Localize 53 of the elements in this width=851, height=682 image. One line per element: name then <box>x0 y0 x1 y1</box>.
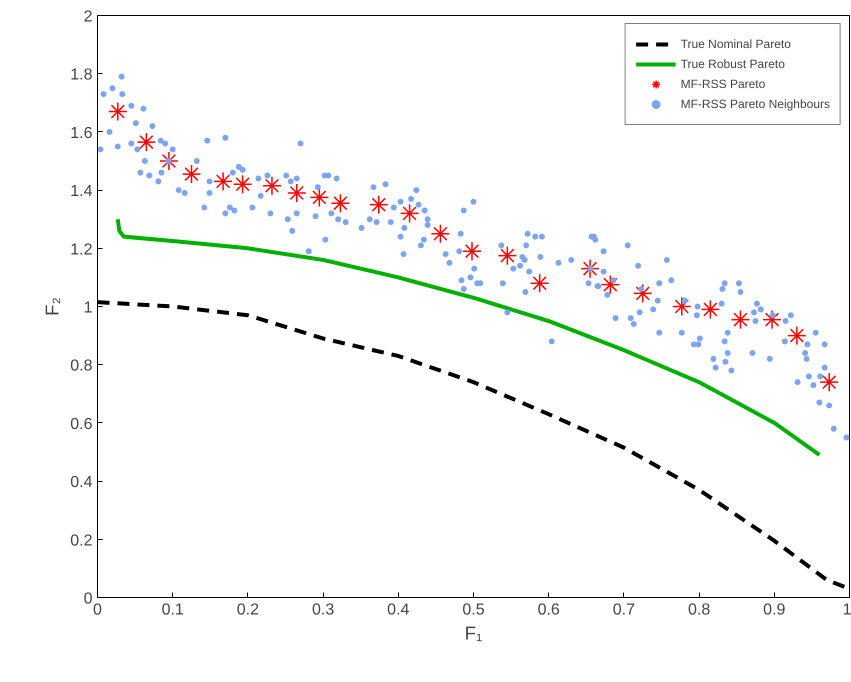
x-tick-label: 0.7 <box>612 602 636 618</box>
y-tick-label: 1.2 <box>70 241 93 258</box>
y-tick-label: 1.6 <box>70 124 93 142</box>
point <box>213 172 233 192</box>
point <box>632 284 652 304</box>
legend-label: True Nominal Pareto <box>680 37 791 51</box>
point <box>182 164 202 184</box>
point <box>287 183 307 203</box>
point <box>819 372 839 392</box>
point <box>498 246 518 266</box>
point <box>730 310 750 330</box>
y-tick-label: 0.6 <box>70 416 93 433</box>
x-tick-label: 0.9 <box>763 602 786 618</box>
y-tick-label: 0 <box>84 590 93 608</box>
x-tick-label: 0.5 <box>462 602 485 618</box>
y-tick-label: 1.4 <box>70 183 93 200</box>
y-tick-label: 1 <box>84 300 93 316</box>
y-tick-label: 0.4 <box>70 474 93 492</box>
point <box>232 174 252 194</box>
point <box>136 132 156 152</box>
point <box>159 151 179 171</box>
x-tick-label: 0.3 <box>312 602 334 618</box>
point <box>672 296 692 316</box>
point <box>310 188 330 208</box>
y-tick-label: 2 <box>84 8 93 26</box>
legend-label: MF-RSS Pareto <box>680 77 766 91</box>
point <box>369 194 388 214</box>
point <box>600 274 620 294</box>
line-series <box>116 217 822 457</box>
point <box>462 241 482 261</box>
legend-label: True Robust Pareto <box>680 57 785 71</box>
point <box>430 224 450 244</box>
point <box>108 102 128 122</box>
point <box>530 273 550 293</box>
y-tick-label: 1.8 <box>70 66 93 84</box>
legend-label: MF-RSS Pareto Neighbours <box>680 97 830 111</box>
point <box>762 310 782 330</box>
point <box>787 326 807 346</box>
x-tick-label: 0.4 <box>387 602 410 618</box>
y-axis-title: F₂ <box>41 297 62 316</box>
x-tick-label: 0.2 <box>236 602 260 618</box>
point <box>330 193 350 213</box>
y-tick-label: 0.2 <box>70 532 93 550</box>
x-tick-label: 0.8 <box>688 602 710 618</box>
x-axis-title: F₁ <box>464 622 482 644</box>
x-tick-label: 0.6 <box>538 602 560 618</box>
x-tick-label: 0.1 <box>162 602 184 618</box>
point <box>262 176 282 196</box>
point <box>580 258 600 278</box>
y-tick-label: 0.8 <box>70 358 93 375</box>
point <box>400 204 420 224</box>
x-tick-label: 1 <box>842 602 851 618</box>
point <box>700 300 720 320</box>
